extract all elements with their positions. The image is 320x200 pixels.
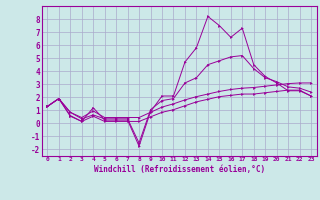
X-axis label: Windchill (Refroidissement éolien,°C): Windchill (Refroidissement éolien,°C): [94, 165, 265, 174]
